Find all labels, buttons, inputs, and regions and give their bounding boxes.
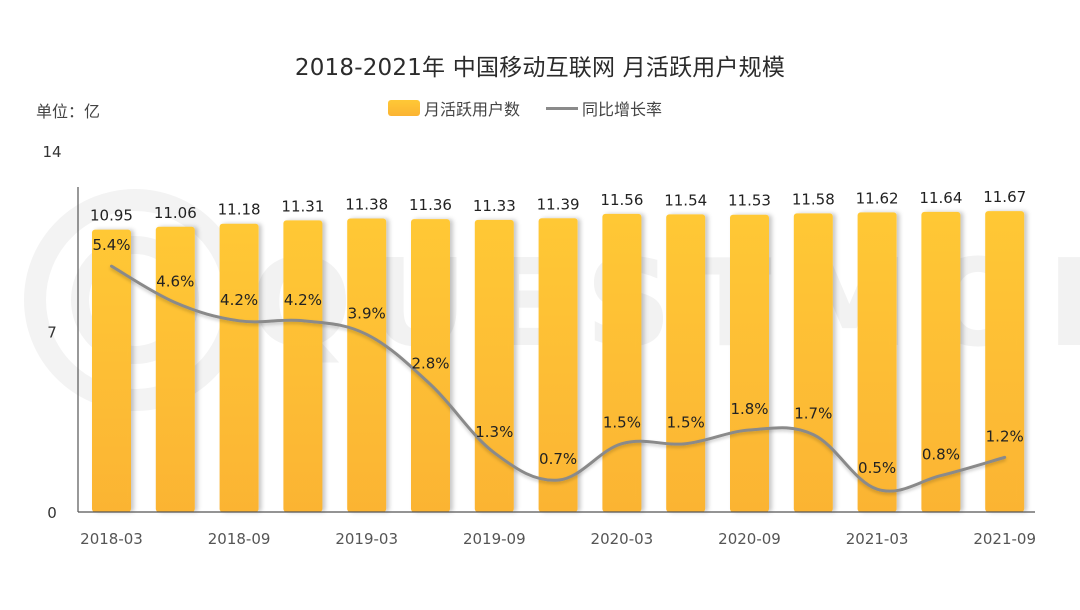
legend-bar-label: 月活跃用户数 — [424, 100, 521, 119]
bar-value-labels: 10.95 11.06 11.18 11.31 11.38 11.36 11.33 11.39… — [90, 188, 1026, 225]
chart-title: 2018-2021年 中国移动互联网 月活跃用户规模 — [294, 55, 786, 81]
unit-label: 单位：亿 — [36, 102, 101, 121]
x-tick-label: 2018-03 — [80, 530, 143, 548]
bar — [219, 223, 259, 513]
x-tick-label: 2021-03 — [846, 530, 909, 548]
bar-value-label: 10.95 — [90, 207, 133, 225]
x-tick-label: 2019-09 — [463, 530, 526, 548]
bar-value-label: 11.56 — [600, 191, 643, 209]
legend-line-label: 同比增长率 — [582, 100, 663, 119]
line-value-label: 0.8% — [922, 446, 960, 464]
bar-value-label: 11.64 — [919, 189, 962, 207]
x-tick-label: 2018-09 — [208, 530, 271, 548]
line-value-label: 2.8% — [411, 355, 449, 373]
line-value-label: 1.7% — [794, 405, 832, 423]
y-tick-label: 0 — [47, 504, 57, 522]
bar — [857, 212, 897, 512]
bar-value-label: 11.06 — [154, 204, 197, 222]
line-value-label: 5.4% — [92, 236, 130, 254]
legend: 月活跃用户数 同比增长率 — [388, 97, 662, 119]
bar — [666, 214, 706, 512]
bar-value-label: 11.18 — [218, 201, 261, 219]
line-series — [110, 264, 1007, 493]
bar — [283, 220, 323, 512]
x-tick-label: 2020-03 — [591, 530, 654, 548]
line-value-label: 4.6% — [156, 273, 194, 291]
bar — [538, 218, 578, 512]
line-value-label: 0.5% — [858, 459, 896, 477]
line-value-label: 3.9% — [348, 304, 386, 322]
bar-value-label: 11.31 — [281, 197, 324, 215]
bar — [921, 211, 961, 512]
line-value-label: 1.2% — [986, 427, 1024, 445]
bar-value-label: 11.58 — [792, 190, 835, 208]
watermark-logo-ring — [24, 189, 246, 411]
line-value-label: 1.3% — [475, 423, 513, 441]
x-tick-label: 2021-09 — [973, 530, 1036, 548]
x-tick-label: 2020-09 — [718, 530, 781, 548]
bar — [92, 229, 131, 512]
line-value-label: 1.8% — [730, 400, 768, 418]
bar — [474, 219, 514, 513]
y-axis: 0 7 14 — [42, 143, 79, 522]
line-value-label: 0.7% — [539, 450, 577, 468]
bar-value-label: 11.67 — [983, 188, 1026, 206]
bar-value-label: 11.53 — [728, 192, 771, 210]
bar — [985, 211, 1025, 512]
bar-value-label: 11.36 — [409, 196, 452, 214]
line-value-label: 1.5% — [667, 414, 705, 432]
bar — [730, 214, 769, 512]
bar-value-label: 11.62 — [856, 189, 899, 207]
bar-value-label: 11.39 — [537, 195, 580, 213]
x-tick-label: 2019-03 — [335, 530, 398, 548]
bar — [793, 213, 833, 512]
y-tick-label: 7 — [47, 324, 57, 342]
line-value-labels: 5.4% 4.6% 4.2% 4.2% 3.9% 2.8% 1.3% 0.7% 1.5% 1.5%… — [92, 236, 1023, 477]
bar-value-label: 11.38 — [345, 196, 388, 214]
y-tick-label: 14 — [42, 143, 61, 161]
line-value-label: 1.5% — [603, 414, 641, 432]
bar — [347, 218, 387, 512]
legend-bar-swatch — [388, 100, 420, 116]
line-value-label: 4.2% — [284, 291, 322, 309]
bar — [411, 219, 450, 512]
bar-value-label: 11.33 — [473, 197, 516, 215]
bar — [155, 226, 195, 512]
bar-value-label: 11.54 — [664, 191, 707, 209]
growth-rate-line — [110, 264, 1007, 493]
bar-series — [92, 211, 1025, 513]
line-value-label: 4.2% — [220, 291, 258, 309]
x-axis: 2018-03 2018-09 2019-03 2019-09 2020-03 2020-… — [78, 511, 1036, 548]
legend-line-swatch — [546, 106, 579, 110]
bar — [602, 213, 642, 512]
